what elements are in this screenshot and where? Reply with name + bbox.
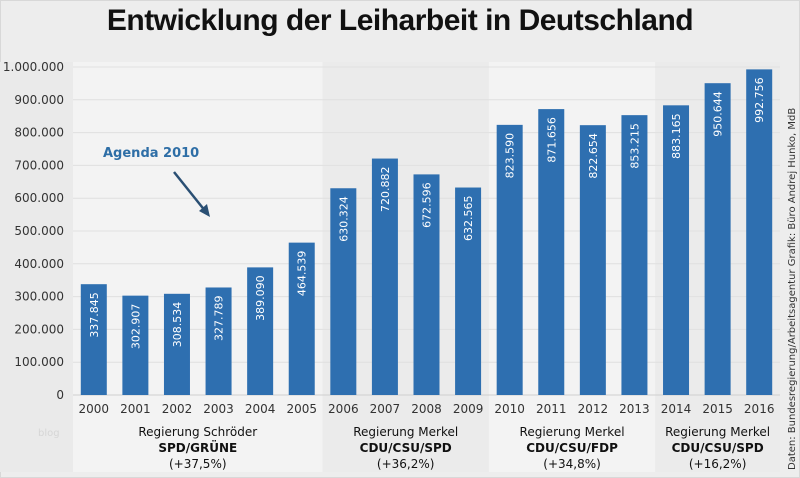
bar-2012	[579, 125, 606, 395]
y-tick-label: 200.000	[14, 322, 64, 336]
value-label: 883.165	[670, 113, 683, 158]
bar-2006	[330, 188, 357, 395]
value-label: 822.654	[587, 133, 600, 179]
bar-2008	[413, 174, 440, 395]
group-name: Regierung Schröder	[138, 425, 257, 439]
value-label: 302.907	[129, 304, 142, 350]
x-tick-label: 2011	[536, 402, 567, 416]
x-tick-label: 2006	[328, 402, 359, 416]
value-label: 871.656	[545, 117, 558, 163]
bar-2007	[371, 158, 398, 395]
watermark: blog	[38, 428, 60, 439]
group-party: SPD/GRÜNE	[158, 440, 237, 455]
y-tick-label: 0	[56, 388, 64, 402]
value-label: 992.756	[753, 77, 766, 123]
x-tick-label: 2008	[411, 402, 442, 416]
x-tick-label: 2009	[453, 402, 484, 416]
annotation-arrow-line	[173, 171, 207, 213]
bar-2015	[704, 83, 731, 395]
x-tick-label: 2015	[702, 402, 733, 416]
source-note: Daten: Bundesregierung/Arbeitsagentur Gr…	[787, 108, 798, 470]
x-tick-label: 2001	[120, 402, 151, 416]
value-label: 464.539	[296, 251, 309, 297]
group-party: CDU/CSU/SPD	[672, 441, 764, 455]
value-label: 337.845	[88, 292, 101, 338]
bar-2013	[621, 115, 648, 395]
bars	[80, 69, 773, 396]
y-tick-label: 900.000	[14, 93, 64, 107]
value-label: 327.789	[213, 295, 226, 341]
x-tick-label: 2004	[245, 402, 276, 416]
bar-2010	[496, 124, 523, 395]
bar-2000	[80, 284, 107, 395]
chart-title: Entwicklung der Leiharbeit in Deutschlan…	[106, 4, 694, 37]
value-label: 853.215	[628, 123, 641, 169]
value-label: 632.565	[462, 196, 475, 242]
value-labels: 337.845 302.907 308.534 327.789 389.090 464.5…	[88, 77, 766, 349]
y-tick-label: 800.000	[14, 126, 64, 140]
group-change: (+36,2%)	[377, 457, 435, 471]
x-tick-label: 2016	[744, 402, 775, 416]
x-tick-label: 2014	[661, 402, 692, 416]
x-axis-ticks: 2000 2001 2002 2003 2004 2005 2006 2007 2008 2009…	[79, 402, 775, 416]
bar-2003	[205, 287, 232, 395]
y-tick-label: 100.000	[14, 355, 64, 369]
y-tick-label: 400.000	[14, 257, 64, 271]
bar-2004	[247, 267, 274, 395]
y-axis-band	[0, 62, 73, 472]
group-name: Regierung Merkel	[665, 425, 770, 439]
x-tick-label: 2005	[286, 402, 317, 416]
group-name: Regierung Merkel	[353, 425, 458, 439]
x-tick-label: 2003	[203, 402, 234, 416]
value-label: 389.090	[254, 275, 267, 321]
group-change: (+37,5%)	[169, 457, 227, 471]
band-group-0	[73, 62, 323, 472]
y-tick-label: 600.000	[14, 191, 64, 205]
value-label: 720.882	[379, 167, 392, 213]
bar-2011	[538, 109, 565, 395]
y-axis-ticks: 0 100.000 200.000 300.000 400.000 500.000 600.…	[3, 60, 64, 402]
annotation: Agenda 2010	[103, 146, 210, 217]
y-tick-label: 700.000	[14, 158, 64, 172]
x-tick-label: 2002	[162, 402, 193, 416]
value-label: 630.324	[337, 196, 350, 242]
x-tick-label: 2000	[79, 402, 110, 416]
x-tick-label: 2010	[494, 402, 525, 416]
group-party: CDU/CSU/FDP	[526, 441, 618, 455]
bar-2005	[288, 242, 315, 395]
value-label: 823.590	[504, 133, 517, 179]
x-tick-label: 2007	[370, 402, 401, 416]
value-label: 672.596	[421, 182, 434, 228]
annotation-arrow-head	[199, 204, 210, 217]
y-tick-label: 300.000	[14, 290, 64, 304]
x-tick-label: 2012	[578, 402, 609, 416]
y-tick-label: 500.000	[14, 224, 64, 238]
value-label: 950.644	[712, 91, 725, 137]
bar-2016	[746, 69, 773, 395]
bar-2002	[163, 293, 190, 395]
group-name: Regierung Merkel	[520, 425, 625, 439]
agenda-2010-label: Agenda 2010	[103, 146, 199, 161]
bar-2009	[455, 187, 482, 395]
group-change: (+34,8%)	[543, 457, 601, 471]
value-label: 308.534	[171, 302, 184, 348]
y-tick-label: 1.000.000	[3, 60, 64, 74]
group-party: CDU/CSU/SPD	[360, 441, 452, 455]
x-tick-label: 2013	[619, 402, 650, 416]
bar-2014	[663, 105, 690, 396]
group-change: (+16,2%)	[689, 457, 747, 471]
bar-2001	[122, 295, 149, 395]
